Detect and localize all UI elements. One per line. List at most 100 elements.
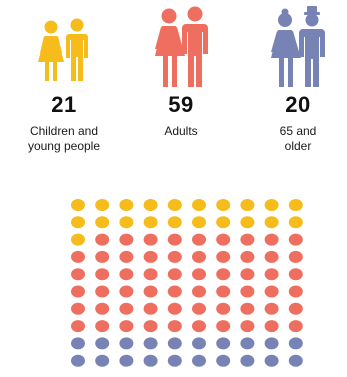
dot-adults bbox=[143, 285, 158, 298]
dot-children bbox=[192, 199, 206, 211]
dot-adults bbox=[71, 250, 85, 263]
dot-adults bbox=[240, 268, 255, 281]
dot-adults bbox=[216, 302, 231, 315]
dot-adults bbox=[192, 285, 206, 298]
dot-adults bbox=[192, 233, 206, 246]
dot-adults bbox=[143, 268, 158, 281]
dot-adults bbox=[95, 250, 110, 263]
dot-older bbox=[71, 354, 85, 367]
child-couple-icon bbox=[38, 18, 88, 81]
older-couple-icon bbox=[271, 6, 325, 87]
dot-adults bbox=[264, 250, 279, 263]
dot-adults bbox=[240, 320, 255, 333]
dot-adults bbox=[288, 233, 303, 246]
dot-adults bbox=[288, 302, 303, 315]
dot-older bbox=[167, 337, 182, 350]
dot-adults bbox=[119, 285, 134, 298]
dot-adults bbox=[95, 233, 110, 246]
dot-adults bbox=[95, 320, 110, 333]
dot-adults bbox=[95, 302, 110, 315]
dot-adults bbox=[167, 268, 182, 281]
dot-adults bbox=[192, 320, 206, 333]
dot-older bbox=[216, 354, 231, 367]
dot-adults bbox=[143, 250, 158, 263]
dot-older bbox=[192, 354, 206, 367]
dot-children bbox=[143, 216, 158, 229]
dot-older bbox=[143, 354, 158, 367]
older-label: 65 and older bbox=[279, 124, 317, 153]
dot-adults bbox=[192, 302, 206, 315]
dot-children bbox=[167, 199, 182, 211]
dot-children bbox=[288, 216, 303, 229]
dot-adults bbox=[167, 285, 182, 298]
dot-older bbox=[95, 337, 110, 350]
dot-children bbox=[95, 199, 110, 211]
dot-children bbox=[95, 216, 110, 229]
dot-older bbox=[264, 337, 279, 350]
dot-children bbox=[119, 216, 134, 229]
dot-older bbox=[264, 354, 279, 367]
dot-adults bbox=[71, 302, 85, 315]
dot-children bbox=[71, 233, 85, 246]
adult-couple-icon bbox=[155, 6, 208, 87]
dot-children bbox=[71, 199, 85, 211]
dot-adults bbox=[240, 285, 255, 298]
dot-children bbox=[71, 216, 85, 229]
dot-children bbox=[167, 216, 182, 229]
dot-adults bbox=[216, 268, 231, 281]
dot-adults bbox=[95, 268, 110, 281]
dot-adults bbox=[192, 268, 206, 281]
dot-older bbox=[95, 354, 110, 367]
adults-label: Adults bbox=[164, 124, 198, 138]
dot-older bbox=[119, 354, 134, 367]
dot-adults bbox=[240, 302, 255, 315]
dot-adults bbox=[119, 268, 134, 281]
dot-children bbox=[143, 199, 158, 211]
children-label: Children and young people bbox=[27, 124, 101, 153]
dot-older bbox=[240, 337, 255, 350]
dot-adults bbox=[288, 320, 303, 333]
dot-adults bbox=[264, 285, 279, 298]
dot-adults bbox=[288, 268, 303, 281]
dot-adults bbox=[264, 233, 279, 246]
dot-adults bbox=[288, 250, 303, 263]
dot-children bbox=[240, 216, 255, 229]
dot-adults bbox=[216, 285, 231, 298]
dot-adults bbox=[240, 250, 255, 263]
dot-children bbox=[216, 216, 231, 229]
dot-children bbox=[240, 199, 255, 211]
dot-adults bbox=[95, 285, 110, 298]
dot-older bbox=[288, 337, 303, 350]
dot-older bbox=[288, 354, 303, 367]
dot-adults bbox=[71, 285, 85, 298]
dot-children bbox=[288, 199, 303, 211]
adults-count: 59 bbox=[168, 92, 194, 117]
dot-older bbox=[192, 337, 206, 350]
dot-older bbox=[143, 337, 158, 350]
dot-adults bbox=[216, 250, 231, 263]
dot-adults bbox=[119, 302, 134, 315]
dot-adults bbox=[167, 320, 182, 333]
dot-adults bbox=[264, 268, 279, 281]
dot-adults bbox=[288, 285, 303, 298]
dot-adults bbox=[216, 320, 231, 333]
dot-adults bbox=[71, 320, 85, 333]
dot-children bbox=[119, 199, 134, 211]
dot-children bbox=[264, 216, 279, 229]
dot-adults bbox=[167, 250, 182, 263]
dot-older bbox=[71, 337, 85, 350]
dot-children bbox=[216, 199, 231, 211]
dot-adults bbox=[240, 233, 255, 246]
dot-adults bbox=[119, 320, 134, 333]
dot-adults bbox=[119, 250, 134, 263]
dot-adults bbox=[143, 320, 158, 333]
dot-adults bbox=[143, 233, 158, 246]
dot-adults bbox=[71, 268, 85, 281]
dot-children bbox=[264, 199, 279, 211]
dot-older bbox=[216, 337, 231, 350]
dot-adults bbox=[167, 233, 182, 246]
dot-adults bbox=[216, 233, 231, 246]
dot-adults bbox=[192, 250, 206, 263]
